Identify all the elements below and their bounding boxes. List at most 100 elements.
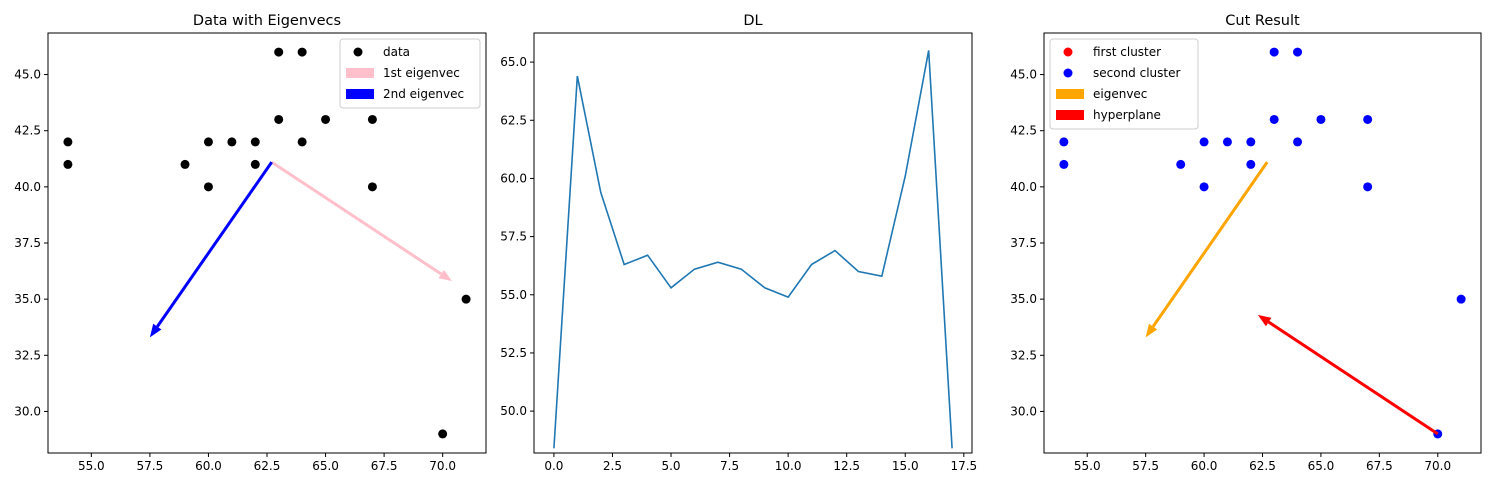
x-tick-label: 60.0 [1191, 459, 1218, 473]
x-tick-label: 12.5 [833, 459, 860, 473]
y-tick-label: 40.0 [1010, 180, 1037, 194]
x-tick-label: 55.0 [1074, 459, 1101, 473]
x-tick-label: 57.5 [137, 459, 164, 473]
2nd-eigenvec-arrow [149, 161, 273, 338]
x-tick-label: 70.0 [1424, 459, 1451, 473]
data-point [321, 114, 331, 124]
x-tick-label: 7.5 [720, 459, 739, 473]
plot-area [553, 50, 953, 449]
y-tick-label: 35.0 [1010, 292, 1037, 306]
x-tick-label: 62.5 [254, 459, 281, 473]
y-tick-label: 57.5 [500, 230, 527, 244]
data-point [1059, 159, 1069, 169]
x-tick-label: 67.5 [1366, 459, 1393, 473]
legend-box [339, 38, 481, 109]
data-point [203, 182, 213, 192]
x-tick-label: 10.0 [775, 459, 802, 473]
legend: first cluster second cluster eigenvec hyper… [1049, 38, 1199, 130]
y-tick-label: 42.5 [1010, 124, 1037, 138]
eigenvec-arrow-shaft [1151, 161, 1269, 328]
data-point [1059, 137, 1069, 147]
y-tick-label: 52.5 [500, 346, 527, 360]
data-point [297, 137, 307, 147]
legend-label: first cluster [1093, 45, 1161, 59]
y-tick-label: 50.0 [500, 404, 527, 418]
data-point [63, 137, 73, 147]
x-tick-label: 55.0 [78, 459, 105, 473]
legend-label: 2nd eigenvec [383, 87, 464, 101]
series-line [553, 50, 953, 449]
chart-title: DL [743, 13, 762, 29]
legend-swatch [346, 89, 374, 99]
data-point [250, 137, 260, 147]
y-tick-label: 35.0 [14, 292, 41, 306]
chart-1: Data with Eigenvecs 55.0 57.5 60.0 62.5 65.0 6… [14, 13, 487, 473]
chart-2: DL 0.0 2.5 5.0 7.5 10.0 12.5 15.0 17.5 50.0 52.5 55… [500, 13, 977, 473]
chart-title: Data with Eigenvecs [193, 13, 341, 29]
legend-swatch [1056, 110, 1084, 120]
eigenvec-arrow-head [1145, 323, 1158, 338]
data-point [1269, 47, 1279, 57]
y-tick-label: 62.5 [500, 113, 527, 127]
x-tick-label: 17.5 [950, 459, 977, 473]
data-point [1316, 114, 1326, 124]
data-point [274, 114, 284, 124]
eigenvec-arrow [1145, 161, 1269, 338]
data-point [1176, 159, 1186, 169]
data-point [203, 137, 213, 147]
data-point [1246, 159, 1256, 169]
y-tick-label: 32.5 [14, 348, 41, 362]
data-point [1363, 182, 1373, 192]
y-tick-label: 45.0 [14, 68, 41, 82]
hyperplane-arrow-head [1257, 314, 1272, 327]
data-point [1363, 114, 1373, 124]
chart-title: Cut Result [1225, 13, 1300, 29]
data-point [297, 47, 307, 57]
hyperplane-arrow [1257, 314, 1439, 436]
x-tick-label: 0.0 [544, 459, 563, 473]
x-tick-label: 60.0 [195, 459, 222, 473]
data-point [461, 294, 471, 304]
plot-area [63, 47, 471, 439]
axes-frame [533, 32, 973, 454]
plot-area [1059, 47, 1466, 439]
legend-marker [353, 47, 363, 57]
y-tick-label: 45.0 [1010, 68, 1037, 82]
x-tick-label: 65.0 [312, 459, 339, 473]
legend-label: second cluster [1093, 66, 1180, 80]
data-point [227, 137, 237, 147]
y-tick-label: 37.5 [14, 236, 41, 250]
2nd-eigenvec-arrow-head [149, 323, 162, 338]
data-point [1456, 294, 1466, 304]
x-tick-label: 65.0 [1308, 459, 1335, 473]
1st-eigenvec-arrow-shaft [270, 160, 443, 276]
x-tick-label: 62.5 [1249, 459, 1276, 473]
data-point [367, 182, 377, 192]
y-tick-label: 30.0 [14, 404, 41, 418]
legend-marker [1063, 47, 1073, 57]
y-tick-label: 37.5 [1010, 236, 1037, 250]
legend-box [1049, 38, 1199, 130]
y-tick-label: 40.0 [14, 180, 41, 194]
data-point [274, 47, 284, 57]
x-tick-label: 67.5 [371, 459, 398, 473]
chart-3: Cut Result 55.0 57.5 60.0 62.5 65.0 67.5 70.0 30… [1010, 13, 1482, 473]
y-tick-label: 30.0 [1010, 404, 1037, 418]
data-point [180, 159, 190, 169]
y-tick-label: 42.5 [14, 124, 41, 138]
1st-eigenvec-arrow-head [438, 269, 453, 282]
data-point [1199, 182, 1209, 192]
y-tick-label: 65.0 [500, 55, 527, 69]
data-point [63, 159, 73, 169]
data-point [1222, 137, 1232, 147]
x-tick-label: 15.0 [892, 459, 919, 473]
2nd-eigenvec-arrow-shaft [156, 161, 273, 328]
data-point [1293, 137, 1303, 147]
legend-label: 1st eigenvec [383, 66, 460, 80]
x-tick-label: 2.5 [603, 459, 622, 473]
legend-marker [1063, 68, 1073, 78]
data-point [438, 429, 448, 439]
hyperplane-arrow-shaft [1267, 320, 1439, 436]
data-point [367, 114, 377, 124]
